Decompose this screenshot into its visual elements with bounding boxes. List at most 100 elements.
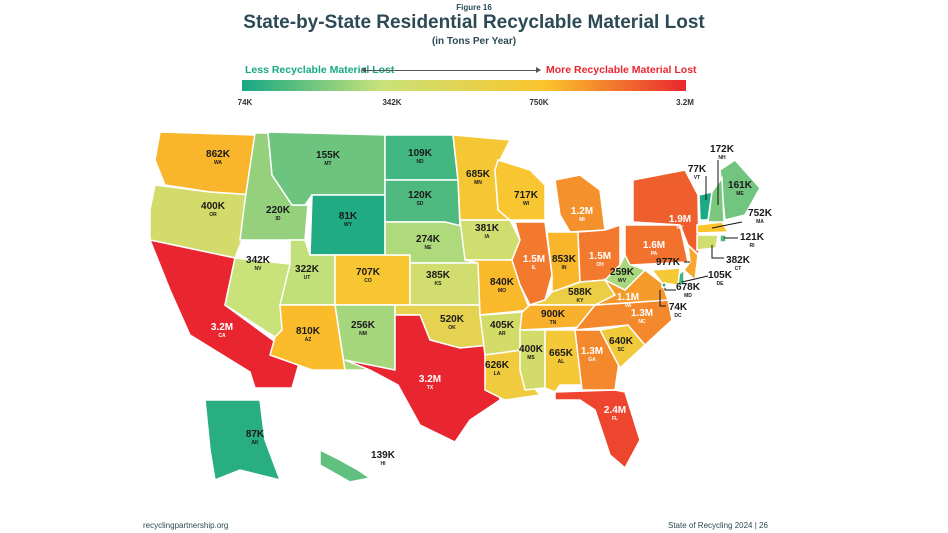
state-value: 400K xyxy=(519,344,544,355)
state-value: 1.6M xyxy=(643,240,665,251)
state-abbr: ME xyxy=(736,191,744,197)
state-abbr: AK xyxy=(251,440,259,446)
state-abbr: IA xyxy=(485,234,490,240)
state-abbr: WV xyxy=(618,278,627,284)
state-abbr: SC xyxy=(618,347,625,353)
state-value: 74K xyxy=(669,302,688,313)
state-abbr: GA xyxy=(588,357,596,363)
legend-tick: 3.2M xyxy=(676,98,694,107)
callout-line xyxy=(659,290,666,307)
double-arrow-icon xyxy=(361,67,541,73)
state-abbr: NE xyxy=(425,245,433,251)
state-abbr: MT xyxy=(324,161,331,167)
state-abbr: MA xyxy=(756,219,764,225)
state-value: 678K xyxy=(676,282,701,293)
legend-more-label: More Recyclable Material Lost xyxy=(546,64,697,76)
state-value: 752K xyxy=(748,208,773,219)
map-subtitle: (in Tons Per Year) xyxy=(431,36,517,47)
state-value: 382K xyxy=(726,255,751,266)
state-value: 853K xyxy=(552,254,577,265)
state-value: 1.3M xyxy=(581,346,603,357)
state-abbr: IL xyxy=(532,265,536,271)
state-value: 161K xyxy=(728,180,753,191)
state-abbr: VA xyxy=(625,303,632,309)
state-value: 717K xyxy=(514,190,539,201)
state-abbr: UT xyxy=(304,275,311,281)
figure-label: Figure 16 xyxy=(456,3,492,12)
map-title: State-by-State Residential Recyclable Ma… xyxy=(243,12,705,33)
state-value: 385K xyxy=(426,270,451,281)
state-abbr: OK xyxy=(448,325,456,331)
state-shape xyxy=(696,234,719,251)
state-abbr: AL xyxy=(558,359,565,365)
state-value: 120K xyxy=(408,190,433,201)
state-value: 1.5M xyxy=(589,251,611,262)
state-abbr: KS xyxy=(435,281,443,287)
state-shape xyxy=(149,184,256,259)
state-abbr: MN xyxy=(474,180,482,186)
state-shape xyxy=(154,131,256,196)
state-abbr: WY xyxy=(344,222,353,228)
state-abbr: SD xyxy=(417,201,424,207)
state-shape xyxy=(519,329,546,391)
state-abbr: WA xyxy=(214,160,222,166)
state-shape xyxy=(319,448,372,483)
state-abbr: NC xyxy=(638,319,646,325)
page-number: 26 xyxy=(759,521,768,530)
legend-tick: 750K xyxy=(529,98,549,107)
state-value: 81K xyxy=(339,211,358,222)
state-value: 1.9M xyxy=(669,214,691,225)
state-value: 665K xyxy=(549,348,574,359)
state-shape xyxy=(554,174,606,233)
state-abbr: HI xyxy=(381,461,387,467)
state-value: 109K xyxy=(408,148,433,159)
state-shape xyxy=(661,282,667,288)
state-value: 274K xyxy=(416,234,441,245)
state-abbr: AZ xyxy=(305,337,312,343)
state-shape xyxy=(719,234,727,243)
state-abbr: CO xyxy=(364,278,372,284)
state-abbr: DC xyxy=(674,313,682,319)
state-value: 588K xyxy=(568,287,593,298)
state-abbr: DE xyxy=(717,281,725,287)
state-shape xyxy=(204,399,282,482)
state-value: 1.3M xyxy=(631,308,653,319)
state-abbr: LA xyxy=(494,371,501,377)
state-value: 155K xyxy=(316,150,341,161)
state-value: 626K xyxy=(485,360,510,371)
state-shape xyxy=(494,159,546,221)
callout-line xyxy=(711,245,724,259)
state-value: 640K xyxy=(609,336,634,347)
legend-tick: 342K xyxy=(382,98,402,107)
state-abbr: NV xyxy=(255,266,263,272)
state-abbr: MO xyxy=(498,288,506,294)
footer-url: recyclingpartnership.org xyxy=(143,521,229,530)
state-abbr: KY xyxy=(577,298,585,304)
legend-less-label: Less Recyclable Material Lost xyxy=(245,64,395,76)
state-value: 381K xyxy=(475,223,500,234)
state-value: 685K xyxy=(466,169,491,180)
footer-report: State of Recycling 2024 | 26 xyxy=(668,521,768,530)
state-value: 322K xyxy=(295,264,320,275)
state-shape xyxy=(334,304,396,371)
state-value: 220K xyxy=(266,205,291,216)
state-value: 3.2M xyxy=(211,322,233,333)
state-abbr: CT xyxy=(735,266,742,272)
